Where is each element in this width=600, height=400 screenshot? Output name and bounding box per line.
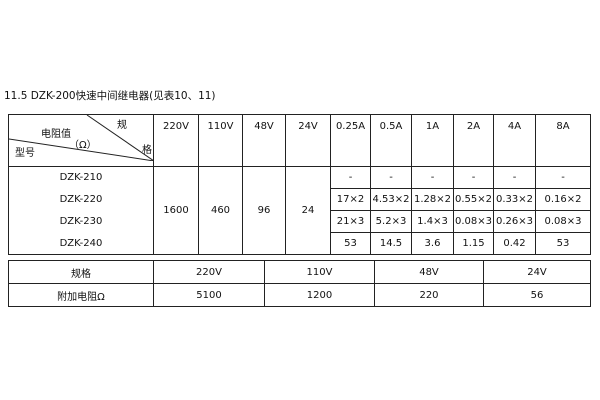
- value-cell: 460: [198, 166, 243, 255]
- value-cell: 0.08×3: [535, 210, 591, 233]
- table-row: DZK-220 17×2 4.53×2 1.28×2 0.55×2 0.33×2…: [8, 188, 591, 211]
- corner-spec2: 格: [142, 145, 152, 156]
- value-cell: 24: [285, 166, 331, 255]
- model-cell: DZK-230: [8, 210, 154, 233]
- value-cell: 0.42: [493, 232, 536, 255]
- row-label: 规格: [8, 260, 154, 284]
- value-cell: 53: [330, 232, 371, 255]
- value-cell: 1.4×3: [411, 210, 454, 233]
- value-cell: 17×2: [330, 188, 371, 211]
- diagonal-lines: [9, 115, 154, 161]
- value-cell: -: [330, 166, 371, 189]
- value-cell: 1600: [153, 166, 199, 255]
- model-cell: DZK-210: [8, 166, 154, 189]
- value-cell: 56: [483, 283, 591, 307]
- value-cell: 0.55×2: [453, 188, 494, 211]
- table-row: DZK-240 53 14.5 3.6 1.15 0.42 53: [8, 232, 591, 255]
- resistance-table: 规 格 电阻值 （Ω） 型号 220V 110V 48V 24V 0.25A 0…: [8, 114, 591, 255]
- value-cell: 0.26×3: [493, 210, 536, 233]
- col-header: 220V: [153, 114, 199, 167]
- corner-resistance: 电阻值: [41, 129, 71, 140]
- value-cell: 14.5: [370, 232, 412, 255]
- corner-unit: （Ω）: [69, 140, 97, 151]
- value-cell: 21×3: [330, 210, 371, 233]
- value-cell: 0.33×2: [493, 188, 536, 211]
- corner-spec: 规: [117, 120, 127, 131]
- value-cell: -: [411, 166, 454, 189]
- model-cell: DZK-220: [8, 188, 154, 211]
- corner-model: 型号: [15, 148, 35, 159]
- value-cell: -: [493, 166, 536, 189]
- value-cell: 4.53×2: [370, 188, 412, 211]
- table-row: DZK-230 21×3 5.2×3 1.4×3 0.08×3 0.26×3 0…: [8, 210, 591, 233]
- col-header: 1A: [411, 114, 454, 167]
- spec-cell: 110V: [264, 260, 375, 284]
- value-cell: -: [535, 166, 591, 189]
- section-title: 11.5 DZK-200快速中间继电器(见表10、11): [4, 90, 216, 102]
- spec-cell: 24V: [483, 260, 591, 284]
- col-header: 24V: [285, 114, 331, 167]
- spec-row: 规格 220V 110V 48V 24V: [8, 260, 591, 284]
- value-cell: 1.28×2: [411, 188, 454, 211]
- value-cell: 5100: [153, 283, 265, 307]
- value-cell: 3.6: [411, 232, 454, 255]
- corner-header-cell: 规 格 电阻值 （Ω） 型号: [8, 114, 154, 167]
- value-cell: 0.08×3: [453, 210, 494, 233]
- spec-cell: 48V: [374, 260, 484, 284]
- col-header: 110V: [198, 114, 243, 167]
- col-header: 48V: [242, 114, 286, 167]
- col-header: 4A: [493, 114, 536, 167]
- row-label: 附加电阻Ω: [8, 283, 154, 307]
- value-cell: -: [370, 166, 412, 189]
- value-cell: 220: [374, 283, 484, 307]
- additional-resistance-table: 规格 220V 110V 48V 24V 附加电阻Ω 5100 1200 220…: [8, 260, 591, 307]
- value-cell: 1200: [264, 283, 375, 307]
- col-header: 0.25A: [330, 114, 371, 167]
- value-cell: 53: [535, 232, 591, 255]
- value-cell: 5.2×3: [370, 210, 412, 233]
- value-cell: 96: [242, 166, 286, 255]
- col-header: 0.5A: [370, 114, 412, 167]
- value-cell: 0.16×2: [535, 188, 591, 211]
- value-cell: 1.15: [453, 232, 494, 255]
- table-row: DZK-210 1600 460 96 24 - - - - - -: [8, 166, 591, 255]
- resistance-row: 附加电阻Ω 5100 1200 220 56: [8, 283, 591, 307]
- spec-cell: 220V: [153, 260, 265, 284]
- model-cell: DZK-240: [8, 232, 154, 255]
- col-header: 2A: [453, 114, 494, 167]
- header-row: 规 格 电阻值 （Ω） 型号 220V 110V 48V 24V 0.25A 0…: [8, 114, 591, 167]
- value-cell: -: [453, 166, 494, 189]
- col-header: 8A: [535, 114, 591, 167]
